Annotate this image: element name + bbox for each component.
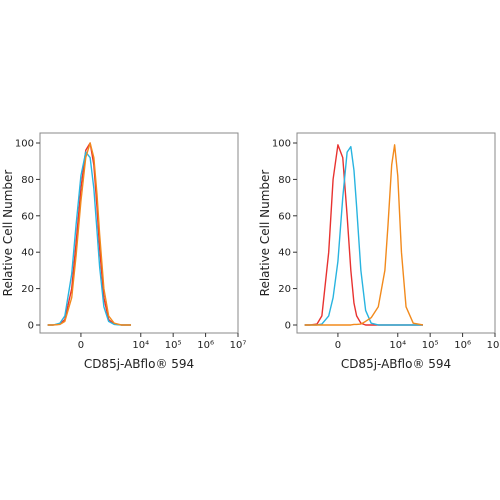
x-tick-label: 10⁷ [487,340,500,351]
histogram-line [47,142,132,326]
y-tick-label: 100 [15,139,34,150]
y-tick-label: 60 [21,211,34,222]
x-tick-label: 10⁷ [230,340,247,351]
y-tick-label: 60 [278,211,291,222]
histogram-line [304,145,423,326]
histogram-line [47,151,132,326]
plot-frame [296,132,496,334]
x-axis-label: CD85j-ABflo® 594 [341,357,451,371]
y-tick-label: 40 [21,248,34,259]
x-tick-label: 0 [335,340,341,351]
y-tick-label: 100 [272,139,291,150]
y-tick-label: 20 [21,284,34,295]
y-tick-label: 20 [278,284,291,295]
x-tick-label: 10⁶ [197,340,214,351]
x-tick-label: 10⁵ [422,340,439,351]
y-tick-label: 80 [21,175,34,186]
plot-frame [39,132,239,334]
x-axis-label: CD85j-ABflo® 594 [84,357,194,371]
y-tick-label: 40 [278,248,291,259]
x-tick-label: 10⁶ [454,340,471,351]
y-axis-label: Relative Cell Number [1,170,15,297]
x-tick-label: 10⁵ [165,340,182,351]
histogram-line [47,142,132,326]
histogram-line [304,144,424,326]
x-tick-label: 10⁴ [132,340,149,351]
y-tick-label: 0 [28,320,34,331]
y-tick-label: 0 [285,320,291,331]
x-tick-label: 10⁴ [389,340,406,351]
x-tick-label: 0 [78,340,84,351]
y-axis-label: Relative Cell Number [258,170,272,297]
y-tick-label: 80 [278,175,291,186]
